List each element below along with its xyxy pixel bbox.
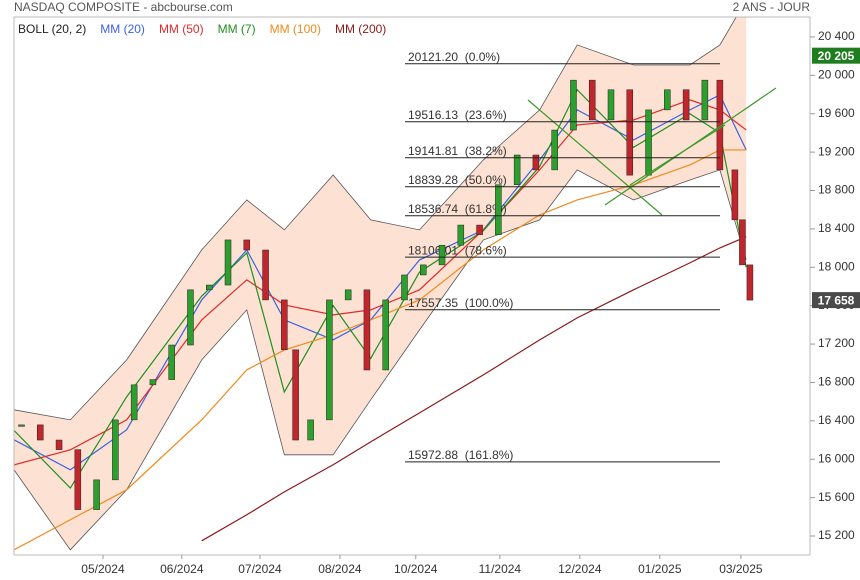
candle: [281, 299, 288, 351]
candle: [344, 289, 352, 301]
moving-average: [14, 88, 747, 489]
candle: [588, 79, 596, 121]
plot-frame: [13, 16, 811, 556]
candle: [205, 284, 213, 291]
candle: [243, 239, 251, 251]
candle: [55, 439, 63, 450]
y-tick-label: 19 200: [818, 144, 855, 158]
bollinger-upper: [14, 17, 737, 421]
candle: [746, 264, 754, 301]
y-tick-label: 19 600: [818, 106, 855, 120]
x-tick-label: 05/2024: [81, 562, 125, 576]
candle: [532, 154, 540, 171]
candle: [645, 109, 652, 176]
candle: [18, 424, 25, 427]
bollinger-band: [14, 17, 747, 550]
candle: [168, 344, 175, 380]
price-tag-label: 20 205: [818, 49, 855, 63]
moving-average: [14, 149, 747, 551]
fib-label: 19516.13 (23.6%): [408, 108, 507, 122]
legend-entry: MM (50): [159, 22, 204, 36]
legend-entry: MM (7): [218, 22, 256, 36]
x-tick-label: 07/2024: [238, 562, 282, 576]
candle: [570, 79, 577, 131]
candle: [363, 289, 371, 371]
candle: [187, 289, 194, 346]
y-tick-label: 16 400: [818, 413, 855, 427]
candle: [664, 89, 671, 111]
x-tick-label: 10/2024: [394, 562, 438, 576]
candle: [438, 244, 446, 266]
candle: [149, 379, 157, 386]
x-tick-label: 06/2024: [160, 562, 204, 576]
candle: [130, 384, 138, 421]
fib-label: 20121.20 (0.0%): [408, 50, 500, 64]
y-tick-label: 15 200: [818, 528, 855, 542]
x-tick-label: 12/2024: [558, 562, 602, 576]
candle: [495, 184, 502, 235]
candle: [37, 424, 44, 441]
y-tick-label: 20 000: [818, 68, 855, 82]
price-tag: [812, 47, 860, 64]
x-tick-label: 01/2025: [638, 562, 682, 576]
legend-entry: MM (200): [335, 22, 386, 36]
candle: [262, 249, 269, 301]
moving-average: [14, 94, 747, 471]
candle: [731, 169, 739, 221]
fib-label: 19141.81 (38.2%): [408, 144, 507, 158]
fib-label: 15972.88 (161.8%): [408, 448, 513, 462]
y-tick-label: 18 800: [818, 183, 855, 197]
fib-label: 18536.74 (61.8%): [408, 202, 507, 216]
price-tag: [812, 292, 860, 309]
y-tick-label: 16 000: [818, 451, 855, 465]
candle: [457, 224, 465, 246]
fib-label: 18839.28 (50.0%): [408, 173, 507, 187]
candle: [401, 274, 408, 301]
x-tick-label: 08/2024: [318, 562, 362, 576]
trend-line: [629, 124, 726, 186]
candle: [551, 129, 558, 171]
y-tick-label: 16 800: [818, 375, 855, 389]
price-tag-label: 17 658: [818, 293, 855, 307]
candle: [326, 299, 333, 421]
x-tick-label: 11/2024: [479, 562, 522, 576]
candle: [739, 219, 746, 266]
candle: [476, 224, 483, 235]
candle: [420, 264, 427, 276]
y-tick-label: 18 400: [818, 221, 855, 235]
legend-entry: MM (20): [100, 22, 145, 36]
plot-area: 20121.20 (0.0%) 19516.13 (23.6%) 19141.81 …: [14, 17, 754, 551]
moving-average: [201, 236, 747, 542]
y-tick-label: 20 400: [818, 29, 855, 43]
x-tick-label: 03/2025: [719, 562, 763, 576]
bollinger-lower: [14, 169, 747, 551]
candle: [626, 89, 634, 176]
candle: [74, 449, 82, 510]
candle: [607, 89, 615, 121]
candle: [224, 239, 232, 286]
candle: [112, 419, 119, 481]
y-tick-label: 17 200: [818, 336, 855, 350]
candle: [701, 79, 709, 121]
candle: [382, 299, 389, 371]
period-label: 2 ANS - JOUR: [733, 0, 811, 14]
candle: [307, 419, 314, 441]
fib-label: 18106.01 (78.6%): [408, 243, 507, 257]
y-tick-label: 15 600: [818, 490, 855, 504]
legend-entry: BOLL (20, 2): [18, 22, 86, 36]
candle: [513, 154, 521, 186]
chart-title: NASDAQ COMPOSITE - abcbourse.com: [14, 0, 233, 14]
legend-entry: MM (100): [270, 22, 321, 36]
candle: [682, 89, 690, 121]
candle: [93, 479, 100, 510]
fib-label: 17557.35 (100.0%): [408, 296, 513, 310]
candle: [292, 349, 299, 441]
y-tick-label: 18 000: [818, 259, 855, 273]
moving-average: [14, 99, 747, 466]
